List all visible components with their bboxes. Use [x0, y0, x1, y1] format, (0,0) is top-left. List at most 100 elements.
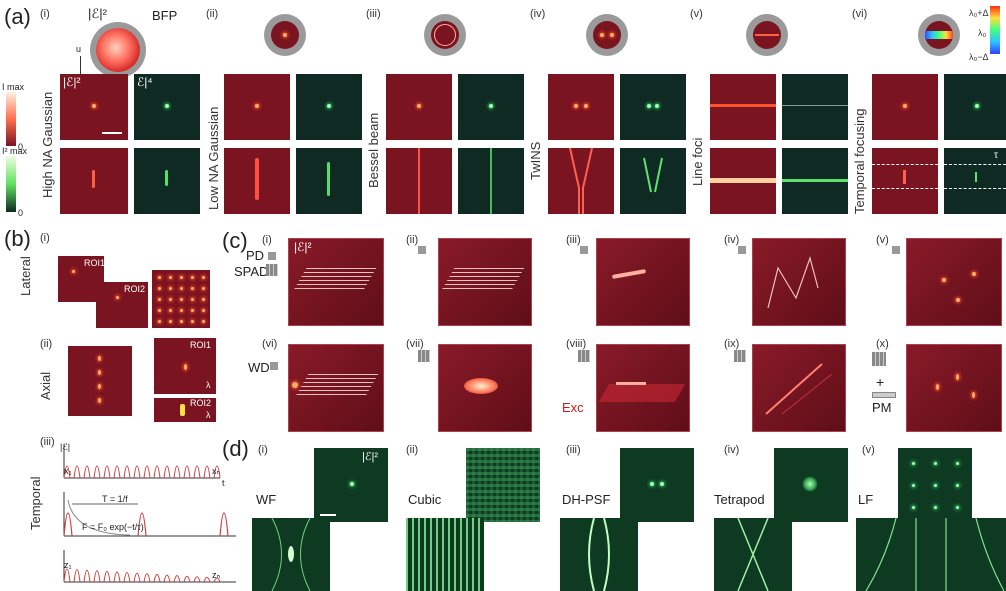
grid-dot: [202, 320, 205, 323]
pd-label: PD: [246, 248, 265, 263]
grid-dot: [202, 276, 205, 279]
lambda-colorbar: [990, 6, 1000, 54]
a-vi-xz-e2: [872, 148, 938, 214]
lambda-mid: λ₀: [978, 28, 987, 38]
pd-icon: [268, 252, 276, 260]
grid-dot: [180, 298, 183, 301]
sub-c-x: (x): [876, 338, 889, 350]
tau-label: τ: [994, 150, 998, 161]
sub-d-iv: (iv): [724, 444, 740, 456]
t-label: t: [222, 478, 225, 488]
d-e2-label: |ℰ|²: [362, 451, 379, 463]
grid-dot: [158, 320, 161, 323]
b-axial-roi2: ROI2 λ: [154, 398, 216, 422]
a-e2-label: |ℰ|²: [63, 75, 81, 89]
colorbar1-top: I max: [2, 82, 25, 92]
grid-dot: [180, 276, 183, 279]
panel-a-label: (a): [4, 4, 31, 29]
temporal-plot: [63, 444, 236, 583]
lf-dot: [956, 484, 959, 487]
axis-u-line: [80, 56, 81, 78]
grid-dot: [158, 276, 161, 279]
grid-dot: [191, 298, 194, 301]
grid-dot: [202, 287, 205, 290]
a-iv-xz-e2: [548, 148, 614, 214]
grid-dot: [202, 298, 205, 301]
colorbar2-top: I² max: [2, 146, 28, 156]
a-v-xz-e2: [710, 148, 776, 214]
sub-c-ix: (ix): [724, 338, 740, 350]
row-label-line-foci: Line foci: [690, 137, 705, 186]
lf-dot: [912, 484, 915, 487]
lf-dot: [956, 462, 959, 465]
cube-c-x: [906, 344, 1002, 432]
sub-d-v: (v): [862, 444, 875, 456]
temporal-e-label: |ℰ|: [60, 442, 71, 452]
sub-c-ii: (ii): [406, 234, 419, 246]
a-e4-label: ℰ|⁴: [137, 75, 153, 89]
a-ii-xz-e2: [224, 148, 290, 214]
bfp-pupil-large: [90, 22, 146, 78]
sub-a-iv: (iv): [530, 8, 546, 20]
panel-d-label: (d): [222, 436, 249, 461]
a-vi-xy-e2: [872, 74, 938, 140]
roi2b-label: ROI2: [190, 398, 212, 408]
spad-icon-ix: [734, 350, 746, 362]
bfp-pupil-vi: [918, 14, 960, 56]
lambda-top: λ₀+Δ: [969, 8, 989, 18]
cube-c-viii: [596, 344, 690, 432]
panel-b-label: (b): [4, 226, 31, 251]
pd-icon-ii: [418, 246, 426, 254]
b-axial-image: [68, 346, 132, 416]
spad-label: SPAD: [234, 264, 269, 279]
grid-dot: [191, 309, 194, 312]
label-axial: Axial: [38, 371, 53, 400]
scale-bar-d: [320, 514, 336, 516]
name-cubic: Cubic: [408, 492, 442, 507]
label-temporal: Temporal: [28, 476, 43, 530]
scale-bar: [102, 132, 122, 134]
cube-c-vi: [288, 344, 384, 432]
wd-icon: [270, 362, 278, 370]
cube-c-v: [906, 238, 1002, 326]
sub-c-vii: (vii): [406, 338, 424, 350]
pm-icon: [872, 392, 896, 398]
lambda-bottom: λ₀−Δ: [969, 52, 989, 62]
sub-b-ii: (ii): [40, 338, 53, 350]
lf-dot: [956, 506, 959, 509]
d-cubic-xy: [466, 448, 540, 522]
name-tetrapod: Tetrapod: [714, 492, 765, 507]
axis-u-label: u: [76, 44, 82, 54]
a-v-xy-e2: [710, 74, 776, 140]
lf-dot: [912, 462, 915, 465]
a-v-xy-e4: [782, 74, 848, 140]
wd-label: WD: [248, 360, 270, 375]
a-ii-xz-e4: [296, 148, 362, 214]
sub-a-vi: (vi): [852, 8, 868, 20]
a-iv-xy-e2: [548, 74, 614, 140]
row-label-high-na: High NA Gaussian: [40, 91, 55, 198]
pd-icon-iv: [738, 246, 746, 254]
colorbar2-bottom: 0: [18, 208, 24, 218]
row-label-twins: TwINS: [528, 141, 543, 180]
bfp-pupil-iii: [424, 14, 466, 56]
grid-dot: [158, 287, 161, 290]
bfp-pupil-iv: [586, 14, 628, 56]
a-iii-xz-e2: [386, 148, 452, 214]
pm-label: PM: [872, 400, 892, 415]
row-label-bessel: Bessel beam: [366, 112, 381, 188]
d-cubic-xz: [406, 518, 484, 591]
panel-c-label: (c): [222, 228, 248, 253]
spad-icon-vii: [418, 350, 430, 362]
name-dh-psf: DH-PSF: [562, 492, 611, 507]
lf-dot: [934, 506, 937, 509]
d-lf-xz: [856, 518, 1006, 591]
pd-icon-v: [892, 246, 900, 254]
grid-dot: [191, 276, 194, 279]
grid-dot: [169, 298, 172, 301]
grid-dot: [202, 309, 205, 312]
lambda1-label: λ: [206, 380, 211, 390]
a-v-xz-e4: [782, 148, 848, 214]
cube-c-ii: [438, 238, 532, 326]
name-lf: LF: [858, 492, 874, 507]
